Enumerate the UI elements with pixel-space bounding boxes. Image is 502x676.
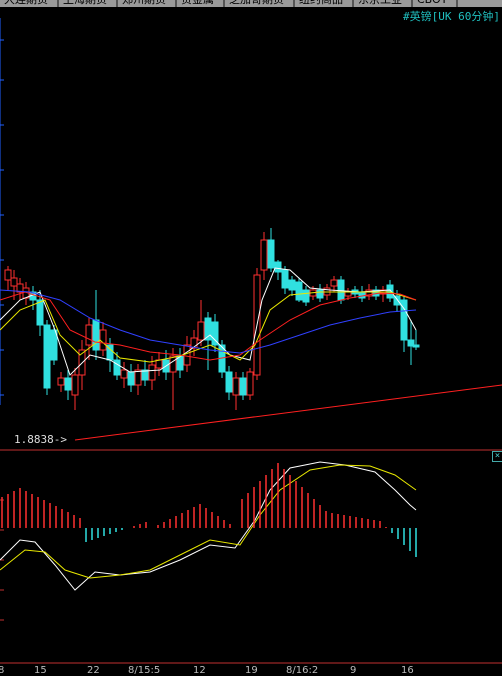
candle-body — [190, 337, 198, 349]
candle-body — [232, 377, 240, 396]
close-icon[interactable]: × — [492, 451, 502, 462]
candle-body — [211, 321, 219, 346]
trend-line — [74, 384, 502, 441]
candle-body — [316, 289, 324, 299]
candle-body — [365, 289, 373, 297]
candle-body — [92, 319, 100, 351]
market-tab[interactable]: 芝加哥期货 — [225, 0, 295, 7]
time-axis-label: 16 — [401, 665, 414, 676]
candle-body — [113, 359, 121, 376]
candle-body — [400, 299, 408, 341]
candle-body — [393, 295, 401, 306]
market-tab[interactable]: CBOT — [413, 0, 459, 7]
market-tab[interactable]: 东京工业 — [354, 0, 413, 7]
candle-body — [407, 339, 415, 347]
market-tab[interactable]: 大连期货 — [0, 0, 59, 7]
time-axis-label: 8/15:5 — [128, 665, 161, 676]
candle-body — [197, 321, 205, 341]
candle-body — [267, 239, 275, 269]
candle-body — [412, 344, 420, 348]
candle-body — [50, 329, 58, 361]
candle-body — [302, 289, 310, 303]
candle-body — [274, 261, 282, 273]
time-axis-label: 8/16:2 — [286, 665, 319, 676]
ma-line-blue — [0, 289, 417, 354]
candle-body — [141, 369, 149, 381]
candle-body — [239, 377, 247, 396]
candle-body — [358, 291, 366, 299]
candle-body — [85, 324, 93, 346]
market-tab[interactable]: 纽约商品 — [295, 0, 354, 7]
candle-body — [155, 359, 163, 369]
market-tab-bar: 大连期货上海期货郑州期货贵金属芝加哥期货纽约商品东京工业CBOT — [0, 0, 502, 7]
time-axis-label: 22 — [87, 665, 100, 676]
price-marker: 1.8838-> — [14, 433, 67, 446]
candle-body — [148, 364, 156, 381]
time-axis-label: 15 — [34, 665, 47, 676]
macd-dea-line — [0, 464, 417, 579]
candle-body — [260, 239, 268, 271]
candle-body — [99, 329, 107, 351]
time-axis-label: 9 — [350, 665, 357, 676]
candle-body — [344, 291, 352, 297]
time-axis-label: 12 — [193, 665, 206, 676]
candle-body — [43, 324, 51, 389]
candle-body — [225, 371, 233, 393]
candle-body — [295, 281, 303, 301]
candle-body — [337, 279, 345, 301]
candle-body — [330, 279, 338, 287]
ma-line-white — [0, 267, 417, 376]
macd-dif-line — [0, 461, 417, 591]
candle-body — [4, 269, 12, 281]
candle-body — [57, 377, 65, 386]
candle-body — [10, 277, 18, 287]
market-tab[interactable]: 上海期货 — [59, 0, 118, 7]
candle-body — [64, 377, 72, 391]
ma-line-yellow — [0, 291, 417, 363]
time-axis-label: 8 — [0, 665, 5, 676]
candle-body — [71, 374, 79, 396]
candle-body — [120, 369, 128, 379]
time-axis-label: 19 — [245, 665, 258, 676]
market-tab[interactable]: 郑州期货 — [118, 0, 177, 7]
chart-title: #英镑[UK 60分钟] — [403, 10, 500, 23]
candle-body — [183, 344, 191, 366]
candle-body — [288, 279, 296, 291]
candle-body — [204, 317, 212, 341]
market-tab[interactable]: 贵金属 — [177, 0, 225, 7]
candle-body — [134, 369, 142, 386]
candle-body — [246, 371, 254, 396]
candle-body — [127, 371, 135, 386]
ma-line-red — [0, 291, 417, 361]
candle-body — [281, 269, 289, 289]
candle-body — [169, 355, 177, 373]
candle-body — [36, 299, 44, 326]
